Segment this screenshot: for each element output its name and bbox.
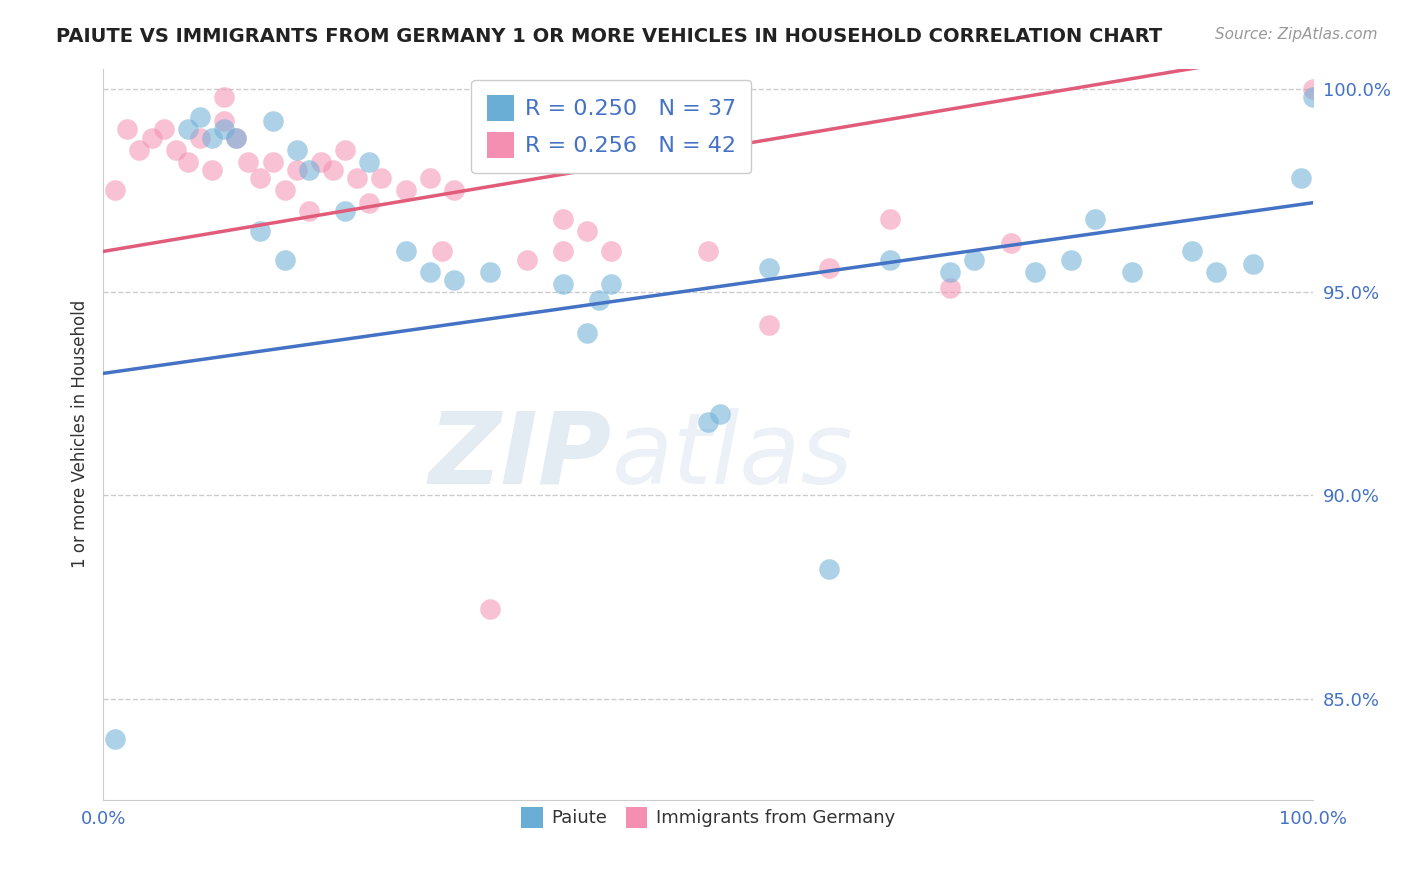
Point: [516, 252, 538, 267]
Point: [709, 407, 731, 421]
Point: [1205, 265, 1227, 279]
Point: [212, 90, 235, 104]
Point: [758, 318, 780, 332]
Point: [249, 171, 271, 186]
Point: [298, 163, 321, 178]
Point: [419, 171, 441, 186]
Text: atlas: atlas: [612, 408, 853, 505]
Point: [152, 122, 174, 136]
Point: [443, 273, 465, 287]
Point: [758, 260, 780, 275]
Point: [1181, 244, 1204, 259]
Point: [1060, 805, 1083, 820]
Point: [430, 244, 453, 259]
Point: [939, 265, 962, 279]
Point: [576, 326, 599, 340]
Point: [165, 143, 187, 157]
Point: [1302, 82, 1324, 96]
Point: [273, 184, 295, 198]
Point: [333, 203, 356, 218]
Point: [225, 130, 247, 145]
Point: [1241, 257, 1264, 271]
Point: [201, 130, 224, 145]
Point: [322, 163, 344, 178]
Point: [697, 244, 720, 259]
Point: [576, 224, 599, 238]
Point: [359, 195, 381, 210]
Point: [551, 244, 574, 259]
Point: [188, 111, 211, 125]
Point: [225, 130, 247, 145]
Point: [600, 244, 623, 259]
Point: [117, 122, 139, 136]
Point: [177, 122, 200, 136]
Point: [818, 561, 841, 575]
Point: [212, 122, 235, 136]
Point: [1024, 265, 1046, 279]
Point: [479, 265, 502, 279]
Point: [443, 184, 465, 198]
Point: [333, 143, 356, 157]
Point: [370, 171, 392, 186]
Point: [818, 260, 841, 275]
Point: [1121, 265, 1143, 279]
Point: [1289, 171, 1312, 186]
Point: [212, 114, 235, 128]
Point: [395, 244, 418, 259]
Point: [249, 224, 271, 238]
Point: [262, 114, 284, 128]
Point: [262, 155, 284, 169]
Point: [1060, 252, 1083, 267]
Point: [1000, 236, 1022, 251]
Point: [1302, 90, 1324, 104]
Point: [346, 171, 368, 186]
Point: [298, 203, 321, 218]
Point: [963, 252, 986, 267]
Point: [238, 155, 260, 169]
Point: [104, 184, 127, 198]
Text: PAIUTE VS IMMIGRANTS FROM GERMANY 1 OR MORE VEHICLES IN HOUSEHOLD CORRELATION CH: PAIUTE VS IMMIGRANTS FROM GERMANY 1 OR M…: [56, 27, 1163, 45]
Point: [419, 265, 441, 279]
Point: [285, 143, 308, 157]
Point: [939, 281, 962, 295]
Point: [177, 155, 200, 169]
Legend: Paiute, Immigrants from Germany: Paiute, Immigrants from Germany: [513, 800, 903, 835]
Point: [600, 277, 623, 291]
Point: [1084, 211, 1107, 226]
Point: [188, 130, 211, 145]
Point: [697, 415, 720, 429]
Point: [551, 277, 574, 291]
Point: [879, 211, 901, 226]
Point: [309, 155, 332, 169]
Point: [104, 732, 127, 747]
Text: Source: ZipAtlas.com: Source: ZipAtlas.com: [1215, 27, 1378, 42]
Point: [201, 163, 224, 178]
Point: [273, 252, 295, 267]
Point: [479, 602, 502, 616]
Y-axis label: 1 or more Vehicles in Household: 1 or more Vehicles in Household: [72, 301, 89, 568]
Point: [879, 252, 901, 267]
Point: [551, 211, 574, 226]
Point: [395, 184, 418, 198]
Text: ZIP: ZIP: [429, 408, 612, 505]
Point: [141, 130, 163, 145]
Point: [588, 293, 610, 308]
Point: [128, 143, 150, 157]
Point: [359, 155, 381, 169]
Point: [285, 163, 308, 178]
